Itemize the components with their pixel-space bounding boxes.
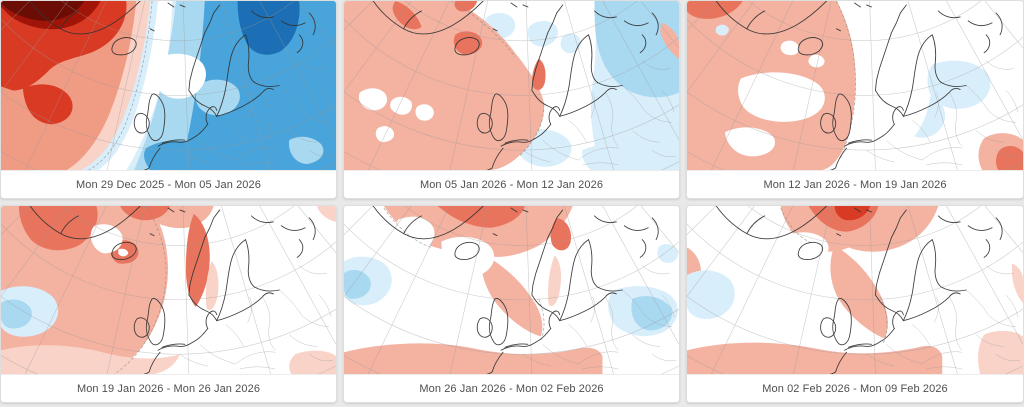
map-svg (344, 1, 679, 170)
panel-caption-4: Mon 19 Jan 2026 - Mon 26 Jan 2026 (1, 374, 336, 402)
graticule (687, 1, 1023, 170)
graticule (687, 206, 1023, 374)
map-svg (1, 1, 336, 170)
anomaly-map-2[interactable] (344, 1, 679, 170)
graticule (344, 206, 679, 374)
country-borders (522, 60, 677, 166)
graticule (344, 1, 679, 170)
graticule (1, 1, 336, 170)
graticule (1, 206, 336, 374)
anomaly-layers (344, 206, 679, 374)
coastlines (372, 206, 659, 374)
forecast-panel-2: Mon 05 Jan 2026 - Mon 12 Jan 2026 (343, 0, 680, 199)
coastlines (29, 206, 316, 374)
anomaly-map-5[interactable] (344, 206, 679, 374)
panel-caption-6: Mon 02 Feb 2026 - Mon 09 Feb 2026 (687, 374, 1023, 402)
country-borders (866, 265, 1021, 370)
forecast-panel-4: Mon 19 Jan 2026 - Mon 26 Jan 2026 (0, 205, 337, 403)
country-borders (866, 60, 1021, 166)
panel-caption-1: Mon 29 Dec 2025 - Mon 05 Jan 2026 (1, 170, 336, 198)
panel-caption-label-3: Mon 12 Jan 2026 - Mon 19 Jan 2026 (763, 178, 947, 191)
anomaly-layers (344, 1, 679, 170)
map-svg (687, 206, 1023, 374)
map-svg (344, 206, 679, 374)
panel-caption-label-2: Mon 05 Jan 2026 - Mon 12 Jan 2026 (419, 178, 604, 191)
panel-caption-label-4: Mon 19 Jan 2026 - Mon 26 Jan 2026 (76, 382, 261, 395)
panel-caption-label-5: Mon 26 Jan 2026 - Mon 02 Feb 2026 (419, 382, 604, 395)
anomaly-layers (1, 206, 336, 374)
zero-contours (451, 1, 545, 157)
coastlines (715, 1, 1003, 170)
coastlines (372, 1, 659, 170)
anomaly-map-1[interactable] (1, 1, 336, 170)
forecast-panel-6: Mon 02 Feb 2026 - Mon 09 Feb 2026 (686, 205, 1024, 403)
forecast-panel-5: Mon 26 Jan 2026 - Mon 02 Feb 2026 (343, 205, 680, 403)
forecast-panel-1: Mon 29 Dec 2025 - Mon 05 Jan 2026 (0, 0, 337, 199)
anomaly-layers (1, 1, 336, 170)
coastlines (29, 1, 316, 170)
panel-caption-3: Mon 12 Jan 2026 - Mon 19 Jan 2026 (687, 170, 1023, 198)
panel-caption-label-6: Mon 02 Feb 2026 - Mon 09 Feb 2026 (762, 382, 948, 395)
anomaly-layers (687, 1, 1023, 170)
country-borders (522, 265, 677, 370)
zero-contours (383, 207, 545, 341)
anomaly-map-6[interactable] (687, 206, 1023, 374)
country-borders (179, 60, 334, 166)
coastlines (715, 206, 1003, 374)
zero-contours (780, 207, 888, 345)
map-svg (1, 206, 336, 374)
zero-contours (88, 1, 153, 170)
zero-contours (836, 1, 856, 159)
forecast-panel-3: Mon 12 Jan 2026 - Mon 19 Jan 2026 (686, 0, 1024, 199)
map-svg (687, 1, 1023, 170)
panel-caption-2: Mon 05 Jan 2026 - Mon 12 Jan 2026 (344, 170, 679, 198)
anomaly-map-3[interactable] (687, 1, 1023, 170)
anomaly-map-4[interactable] (1, 206, 336, 374)
panel-caption-label-1: Mon 29 Dec 2025 - Mon 05 Jan 2026 (76, 178, 261, 191)
panel-caption-5: Mon 26 Jan 2026 - Mon 02 Feb 2026 (344, 374, 679, 402)
zero-contours (114, 206, 167, 374)
country-borders (179, 265, 334, 370)
